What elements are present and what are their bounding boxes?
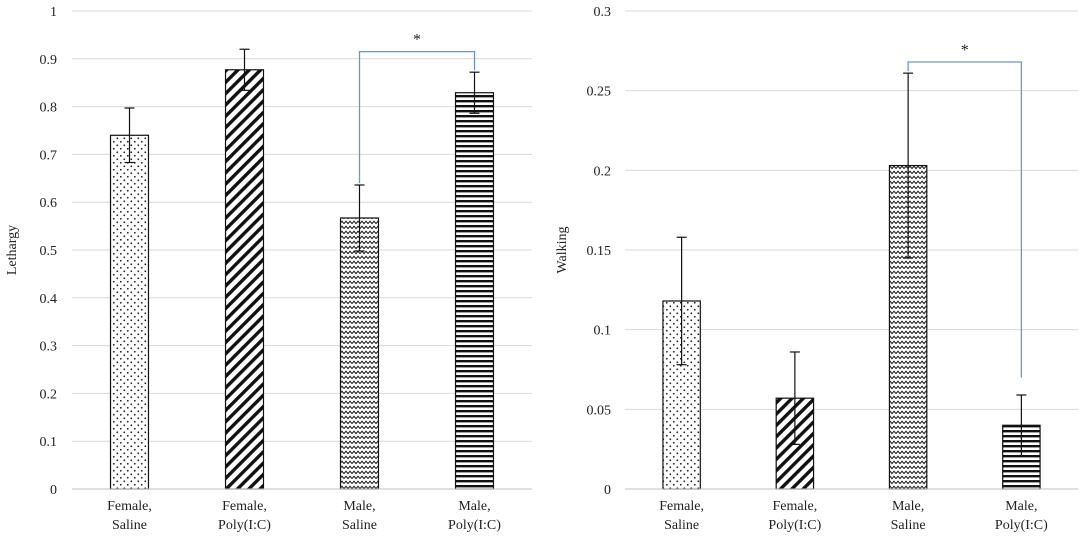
walking-ytick-label: 0.3 bbox=[594, 5, 612, 20]
lethargy-category-label: Male, bbox=[343, 499, 375, 514]
walking-category-label: Saline bbox=[891, 518, 926, 533]
lethargy-error-bar bbox=[239, 48, 250, 91]
lethargy-category-label: Female, bbox=[222, 499, 267, 514]
walking-category-label: Male, bbox=[892, 499, 924, 514]
lethargy-error-bar bbox=[469, 71, 480, 114]
lethargy-bar bbox=[339, 217, 380, 490]
lethargy-category-label: Saline bbox=[342, 518, 377, 533]
lethargy-ytick-label: 0.3 bbox=[40, 340, 58, 355]
walking-ytick-label: 0.1 bbox=[594, 324, 612, 339]
walking-category-label: Saline bbox=[664, 518, 699, 533]
walking-chart: 0 0.05 0.1 0.15 0.2 0.25 0.3 Walking Female, Sali… bbox=[555, 5, 1078, 533]
lethargy-category-label: Poly(I:C) bbox=[218, 518, 271, 533]
walking-significance-bracket bbox=[907, 61, 1023, 378]
walking-error-bar bbox=[1016, 394, 1027, 457]
lethargy-ytick-label: 0.6 bbox=[40, 196, 58, 211]
lethargy-ytick-label: 0.7 bbox=[40, 148, 58, 163]
lethargy-category-label: Female, bbox=[107, 499, 152, 514]
walking-error-bar bbox=[903, 72, 914, 259]
lethargy-significance-label: * bbox=[413, 32, 421, 49]
lethargy-category-label: Saline bbox=[112, 518, 147, 533]
walking-category-label: Female, bbox=[773, 499, 818, 514]
lethargy-error-bar bbox=[354, 184, 365, 252]
lethargy-ytick-label: 0.5 bbox=[40, 244, 58, 259]
walking-category-label: Poly(I:C) bbox=[995, 518, 1048, 533]
lethargy-ytick-label: 1 bbox=[50, 5, 57, 20]
walking-ytick-label: 0.15 bbox=[587, 244, 612, 259]
walking-ytick-label: 0.25 bbox=[587, 85, 612, 100]
lethargy-bar bbox=[224, 69, 265, 490]
lethargy-ytick-label: 0.2 bbox=[40, 387, 58, 402]
lethargy-ytick-label: 0.9 bbox=[40, 53, 58, 68]
lethargy-ytick-label: 0.4 bbox=[40, 292, 58, 307]
walking-significance-label: * bbox=[961, 42, 969, 59]
lethargy-ytick-label: 0 bbox=[50, 483, 57, 498]
walking-ytick-label: 0 bbox=[604, 483, 611, 498]
lethargy-bar bbox=[454, 92, 495, 490]
walking-category-label: Female, bbox=[659, 499, 704, 514]
lethargy-category-label: Male, bbox=[458, 499, 490, 514]
walking-ytick-label: 0.05 bbox=[587, 403, 612, 418]
walking-error-bar bbox=[676, 236, 687, 366]
lethargy-ytick-label: 0.8 bbox=[40, 101, 58, 116]
lethargy-chart: 0 0.1 0.2 0.3 0.4 0.5 0.6 0.7 0.8 0.9 1 Lethargy Fem… bbox=[5, 5, 532, 533]
lethargy-ytick-label: 0.1 bbox=[40, 435, 58, 450]
lethargy-error-bar bbox=[124, 107, 135, 164]
walking-ylabel: Walking bbox=[555, 226, 570, 273]
lethargy-bar bbox=[109, 134, 150, 490]
walking-category-label: Male, bbox=[1005, 499, 1037, 514]
lethargy-category-label: Poly(I:C) bbox=[448, 518, 501, 533]
lethargy-ylabel: Lethargy bbox=[5, 225, 20, 275]
lethargy-significance-bracket bbox=[358, 50, 476, 184]
walking-error-bar bbox=[789, 351, 800, 445]
walking-ytick-label: 0.2 bbox=[594, 164, 612, 179]
walking-category-label: Poly(I:C) bbox=[768, 518, 821, 533]
